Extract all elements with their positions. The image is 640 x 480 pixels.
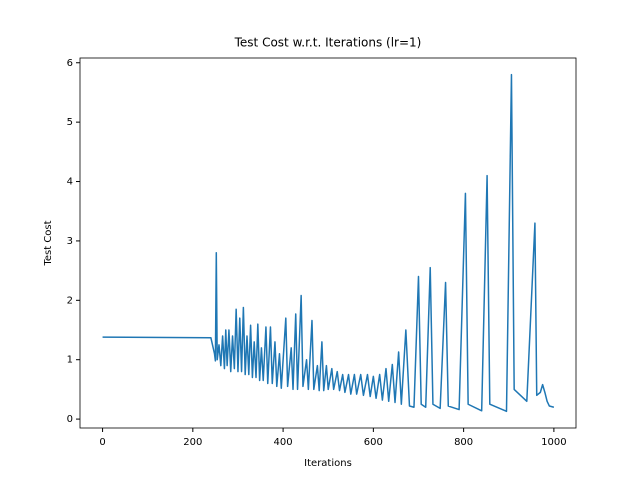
y-tick-label: 5 xyxy=(67,117,73,128)
x-axis-label: Iterations xyxy=(304,458,352,469)
chart-title: Test Cost w.r.t. Iterations (lr=1) xyxy=(234,36,422,50)
x-tick-label: 800 xyxy=(454,437,473,448)
y-tick-label: 4 xyxy=(67,177,73,188)
y-tick-label: 6 xyxy=(67,58,73,69)
y-tick-label: 1 xyxy=(67,355,73,366)
x-tick-label: 400 xyxy=(274,437,293,448)
y-tick-label: 0 xyxy=(67,414,73,425)
y-axis-label: Test Cost xyxy=(43,220,54,266)
y-tick-label: 2 xyxy=(67,295,73,306)
data-line xyxy=(102,73,555,413)
x-tick-label: 0 xyxy=(99,437,105,448)
x-tick-label: 200 xyxy=(183,437,202,448)
y-tick-label: 3 xyxy=(67,236,73,247)
plot-frame xyxy=(79,57,577,429)
x-tick-label: 1000 xyxy=(541,437,566,448)
x-tick-label: 600 xyxy=(364,437,383,448)
